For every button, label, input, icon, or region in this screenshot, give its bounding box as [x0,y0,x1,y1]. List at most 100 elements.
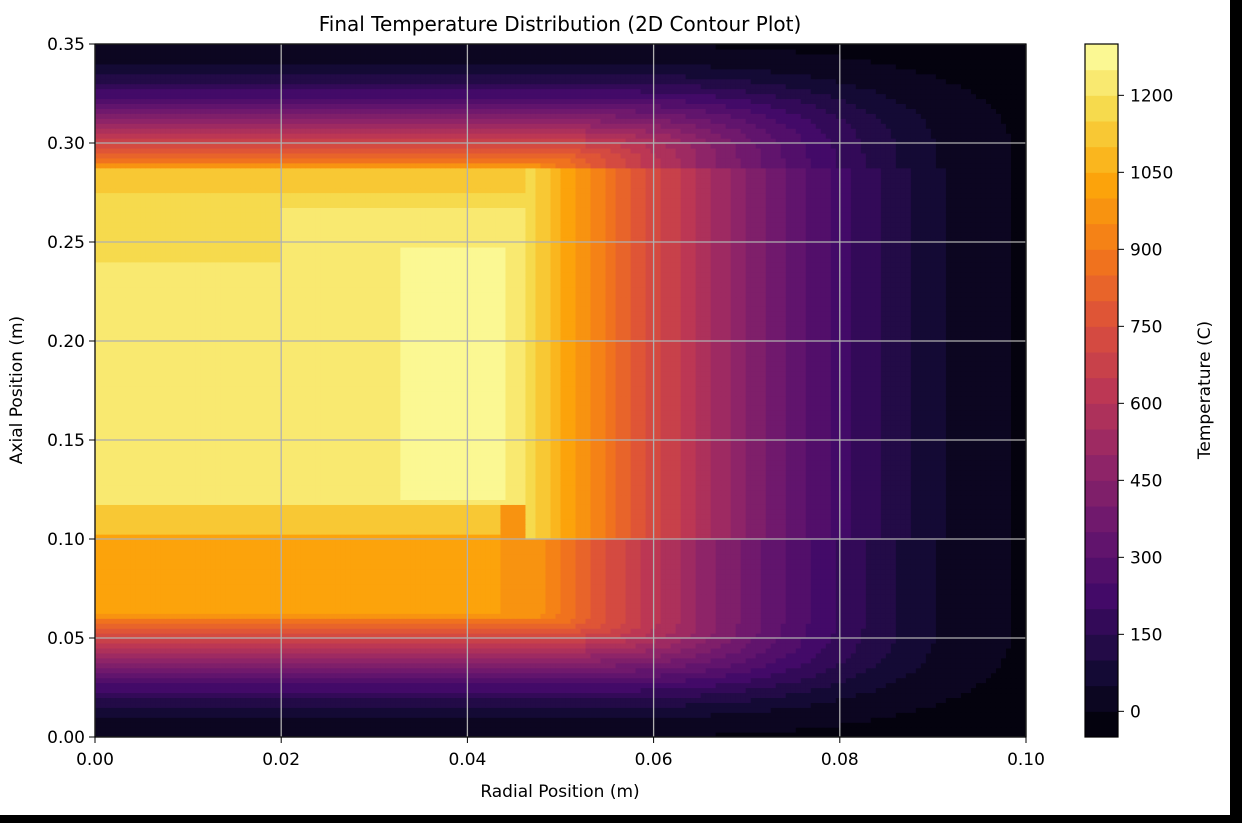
contour-cell [940,707,947,713]
contour-cell [320,628,326,634]
contour-cell [1005,628,1012,634]
contour-cell [200,618,206,624]
contour-cell [175,677,181,684]
contour-cell [820,717,827,723]
contour-cell [745,633,752,639]
contour-cell [925,657,932,664]
contour-cell [550,667,557,674]
contour-cell [190,623,196,629]
contour-cell [685,662,692,669]
contour-cell [305,677,311,684]
contour-cell [165,672,171,679]
contour-cell [505,687,512,694]
contour-cell [540,618,547,624]
contour-cell [975,662,982,669]
contour-cell [835,662,842,669]
contour-cell [625,707,632,713]
contour-cell [135,662,141,669]
contour-cell [740,717,747,723]
contour-cell [675,623,682,629]
contour-cell [165,712,171,718]
contour-cell [750,667,757,674]
contour-cell [370,652,376,659]
contour-cell [510,662,517,669]
contour-cell [985,662,992,669]
contour-cell [965,722,972,728]
contour-cell [630,662,637,669]
contour-cell [670,722,677,728]
contour-cell [945,687,952,694]
contour-cell [635,697,642,703]
contour-cell [720,697,727,703]
contour-cell [615,618,622,624]
contour-cell [425,662,431,669]
contour-cell [320,672,326,679]
contour-cell [970,732,977,737]
contour-cell [515,657,522,664]
contour-cell [910,608,917,614]
contour-cell [190,667,196,674]
contour-cell [645,677,652,684]
contour-cell [255,652,261,659]
contour-cell [985,732,992,737]
contour-cell [990,687,997,694]
contour-cell [800,608,807,614]
contour-cell [240,677,246,684]
contour-cell [625,682,632,689]
contour-cell [940,717,947,723]
contour-cell [695,702,702,708]
contour-cell [575,717,582,723]
contour-cell [785,633,792,639]
contour-cell [905,687,912,694]
contour-cell [300,717,306,723]
contour-cell [805,633,812,639]
contour-cell [745,642,752,649]
contour-cell [515,707,522,713]
contour-cell [390,717,396,723]
contour-cell [480,642,487,649]
contour-cell [285,628,291,634]
contour-cell [330,682,336,689]
contour-cell [120,603,126,609]
contour-cell [700,682,707,689]
contour-cell [540,608,547,614]
contour-cell [760,692,767,698]
contour-cell [410,707,416,713]
contour-cell [515,638,522,644]
contour-cell [330,707,336,713]
contour-cell [290,642,296,649]
contour-cell [430,677,436,684]
contour-cell [175,717,181,723]
contour-cell [120,657,126,664]
contour-cell [200,732,206,737]
contour-cell [440,702,446,708]
contour-cell [850,618,857,624]
contour-cell [400,712,406,718]
contour-cell [700,642,707,649]
contour-cell [380,657,386,664]
contour-cell [660,692,667,698]
contour-cell [450,603,456,609]
contour-cell [575,677,582,684]
contour-cell [620,727,627,733]
contour-cell [200,647,206,654]
contour-cell [740,667,747,674]
contour-cell [510,732,517,737]
contour-cell [400,623,406,629]
contour-cell [145,707,151,713]
contour-cell [385,662,391,669]
contour-cell [865,628,872,634]
contour-cell [370,707,376,713]
contour-cell [215,613,221,619]
contour-cell [750,677,757,684]
contour-cell [745,667,752,674]
contour-cell [235,687,241,694]
contour-cell [750,613,757,619]
contour-cell [775,727,782,733]
contour-cell [410,603,416,609]
contour-cell [160,608,166,614]
contour-cell [375,667,381,674]
contour-cell [845,697,852,703]
contour-cell [525,712,532,718]
contour-cell [205,717,211,723]
